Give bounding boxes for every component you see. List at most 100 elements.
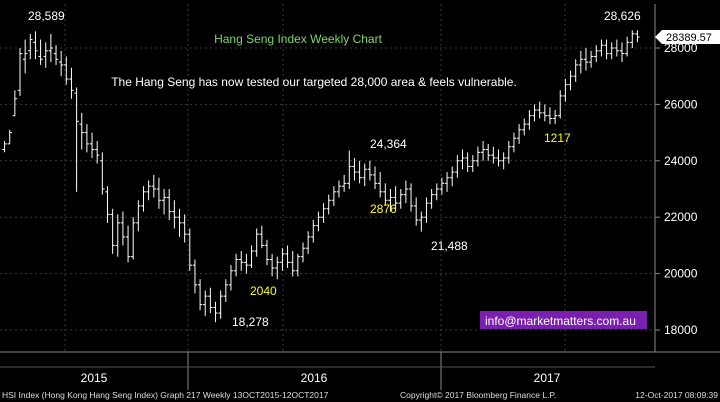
- annotation-high-2015: 28,589: [28, 9, 65, 23]
- y-tick-label: 24000: [664, 154, 698, 168]
- annotation-low-2016-feb: 18,278: [232, 315, 269, 329]
- ohlc-bar: [269, 253, 275, 277]
- y-tick-label: 26000: [664, 97, 698, 111]
- ohlc-bar: [594, 45, 599, 63]
- ohlc-bar: [326, 194, 331, 215]
- ohlc-bar: [167, 189, 172, 221]
- ohlc-bar: [295, 253, 301, 277]
- ohlc-bar: [357, 160, 362, 184]
- ohlc-bar: [609, 42, 614, 60]
- ohlc-bar: [120, 211, 126, 246]
- ohlc-bar: [413, 197, 419, 226]
- ohlc-bar: [506, 141, 511, 164]
- ohlc-bar: [69, 67, 74, 99]
- x-axis-labels: 2015 2016 2017: [81, 371, 561, 385]
- ohlc-bar: [501, 152, 506, 170]
- ohlc-bar: [388, 189, 393, 212]
- ohlc-bar: [146, 180, 151, 201]
- y-axis-ticks: 18000 20000 22000 24000 26000 28000: [655, 41, 698, 337]
- ohlc-bar: [161, 189, 167, 215]
- ohlc-bar: [7, 129, 12, 145]
- ohlc-bar: [583, 48, 589, 71]
- ohlc-bar: [64, 56, 69, 85]
- ohlc-bar: [604, 39, 609, 60]
- ohlc-bar: [336, 180, 342, 198]
- ohlc-bar: [419, 211, 424, 232]
- ohlc-bar: [465, 152, 470, 173]
- ohlc-bar: [635, 30, 640, 43]
- ohlc-bar: [568, 70, 573, 91]
- ohlc-bar: [208, 287, 213, 314]
- ohlc-bar: [408, 183, 414, 212]
- ohlc-bar: [424, 197, 429, 223]
- ohlc-bar: [563, 79, 568, 102]
- ohlc-bar: [367, 160, 373, 181]
- ohlc-bar: [455, 155, 460, 178]
- ohlc-bar: [89, 132, 95, 158]
- ohlc-bar: [470, 155, 475, 173]
- contact-email[interactable]: info@marketmatters.com.au: [485, 314, 636, 328]
- annotation-low-2016: 21,488: [431, 239, 468, 253]
- ohlc-bar: [197, 279, 203, 311]
- ohlc-bar: [223, 279, 229, 302]
- ohlc-bar: [516, 124, 522, 144]
- ohlc-bar: [172, 200, 177, 229]
- ohlc-bar: [491, 146, 496, 164]
- ohlc-bar: [17, 48, 23, 96]
- ohlc-bar: [377, 172, 383, 198]
- ohlc-bar: [280, 248, 285, 271]
- ohlc-bar: [28, 33, 33, 60]
- y-tick-label: 28000: [664, 41, 698, 55]
- ohlc-bar: [141, 186, 146, 212]
- ohlc-bar: [38, 39, 43, 65]
- ohlc-bar: [43, 42, 48, 68]
- ohlc-bar: [264, 239, 270, 266]
- ohlc-bar: [203, 290, 208, 316]
- ohlc-bar: [187, 228, 192, 271]
- y-tick-label: 18000: [664, 323, 698, 337]
- ohlc-bar: [285, 245, 290, 268]
- ohlc-bar: [259, 225, 265, 249]
- ohlc-bar: [305, 231, 311, 254]
- ohlc-bar: [94, 141, 100, 164]
- ohlc-bar: [403, 180, 409, 204]
- ohlc-bar: [475, 146, 481, 167]
- ohlc-bar: [547, 107, 553, 125]
- ohlc-bar: [434, 183, 439, 201]
- ohlc-bar: [290, 251, 295, 277]
- ohlc-bar: [105, 186, 110, 223]
- annotation-move-1217: 1217: [544, 131, 571, 145]
- ohlc-bar: [182, 214, 187, 243]
- ohlc-bar: [131, 217, 136, 260]
- chart-title: Hang Seng Index Weekly Chart: [214, 32, 383, 46]
- ohlc-bar: [573, 59, 578, 82]
- ohlc-bar: [254, 228, 259, 257]
- ohlc-bar: [300, 242, 306, 263]
- ohlc-bar: [177, 208, 182, 237]
- contact-box: [480, 311, 647, 329]
- ohlc-bar: [125, 225, 131, 263]
- ohlc-bar: [578, 50, 584, 74]
- ohlc-bar: [2, 141, 7, 153]
- ohlc-bar: [110, 208, 115, 254]
- ohlc-bar: [151, 174, 156, 198]
- current-value-label: 28389.57: [666, 32, 712, 44]
- x-label-2016: 2016: [301, 371, 328, 385]
- annotation-high-2016: 24,364: [370, 137, 407, 151]
- ohlc-bar: [511, 132, 517, 153]
- annotation-high-2017: 28,626: [604, 9, 641, 23]
- y-tick-label: 22000: [664, 210, 698, 224]
- ohlc-bar: [542, 104, 548, 122]
- ohlc-bar: [156, 177, 162, 209]
- y-tick-label: 20000: [664, 267, 698, 281]
- price-bars: [2, 30, 640, 323]
- ohlc-bar: [58, 50, 64, 77]
- ohlc-bar: [53, 45, 59, 65]
- current-value-marker: 28389.57: [655, 30, 720, 44]
- ohlc-bar: [12, 90, 18, 117]
- ohlc-bar: [362, 163, 367, 187]
- ohlc-bar: [588, 50, 594, 68]
- ohlc-bar: [372, 166, 378, 189]
